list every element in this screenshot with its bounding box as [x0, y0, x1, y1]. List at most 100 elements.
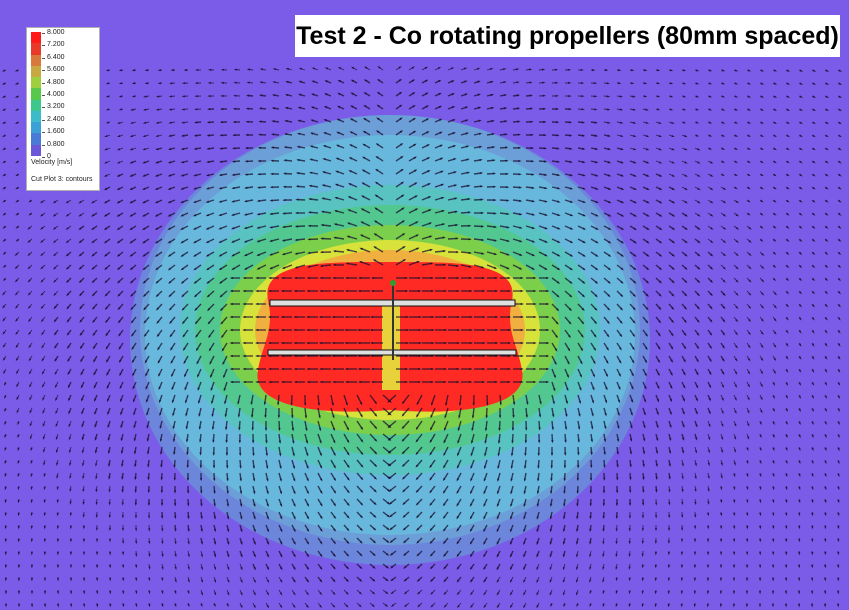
velocity-arrowhead: [544, 227, 549, 230]
velocity-arrowhead: [629, 451, 632, 455]
velocity-arrowhead: [444, 341, 448, 345]
velocity-arrowhead: [531, 186, 535, 189]
velocity-arrowhead: [542, 107, 547, 110]
velocity-arrowhead: [218, 213, 222, 216]
velocity-arrowhead: [504, 120, 508, 123]
velocity-arrowhead: [837, 278, 841, 282]
velocity-arrowhead: [694, 501, 697, 506]
velocity-arrowhead: [180, 227, 184, 230]
velocity-arrowhead: [373, 220, 378, 223]
velocity-arrowhead: [499, 402, 502, 406]
velocity-arrowhead: [837, 551, 840, 556]
velocity-arrowhead: [337, 79, 341, 83]
velocity-arrowhead: [785, 499, 788, 504]
velocity-arrowhead: [143, 95, 147, 98]
velocity-arrowhead: [695, 134, 700, 137]
velocity-arrowhead: [681, 450, 684, 454]
velocity-arrowhead: [495, 328, 499, 332]
velocity-arrowhead: [773, 82, 778, 85]
velocity-arrowhead: [361, 156, 366, 160]
velocity-arrowhead: [496, 528, 499, 533]
velocity-arrowhead: [643, 412, 646, 416]
velocity-arrowhead: [590, 465, 593, 469]
velocity-arrowhead: [824, 382, 828, 386]
velocity-arrowhead: [520, 276, 524, 280]
velocity-arrowhead: [506, 266, 510, 270]
velocity-arrowhead: [95, 463, 98, 467]
velocity-arrowhead: [292, 453, 295, 457]
velocity-arrowhead: [594, 280, 599, 284]
velocity-arrowhead: [824, 356, 828, 360]
velocity-arrowhead: [1, 121, 6, 124]
velocity-arrowhead: [237, 414, 241, 418]
velocity-arrowhead: [257, 146, 262, 149]
velocity-arrowhead: [270, 146, 274, 149]
velocity-arrowhead: [512, 402, 516, 406]
velocity-arrowhead: [374, 451, 378, 455]
velocity-arrowhead: [554, 348, 558, 352]
velocity-arrowhead: [279, 566, 283, 571]
velocity-arrowhead: [511, 453, 514, 457]
velocity-arrowhead: [68, 397, 71, 402]
velocity-arrowhead: [212, 452, 215, 456]
velocity-arrowhead: [253, 554, 256, 558]
velocity-arrowhead: [17, 486, 20, 491]
velocity-arrowhead: [556, 294, 560, 298]
velocity-arrowhead: [484, 440, 487, 445]
velocity-arrowhead: [838, 108, 842, 112]
velocity-arrowhead: [655, 463, 658, 468]
velocity-arrowhead: [506, 253, 511, 256]
velocity-arrowhead: [81, 411, 84, 415]
velocity-arrowhead: [280, 276, 285, 280]
velocity-arrowhead: [174, 541, 177, 545]
velocity-arrowhead: [120, 424, 123, 429]
velocity-arrowhead: [144, 346, 147, 351]
velocity-arrowhead: [456, 276, 460, 280]
velocity-arrowhead: [708, 384, 712, 389]
velocity-arrowhead: [80, 372, 83, 376]
velocity-arrowhead: [246, 68, 251, 71]
velocity-arrowhead: [243, 240, 248, 243]
velocity-arrowhead: [582, 227, 587, 230]
velocity-arrowhead: [608, 227, 612, 231]
velocity-arrowhead: [451, 80, 455, 83]
velocity-arrowhead: [40, 279, 44, 283]
velocity-arrowhead: [483, 554, 486, 558]
velocity-arrowhead: [510, 528, 513, 533]
velocity-arrowhead: [205, 213, 210, 217]
velocity-arrowhead: [429, 553, 433, 557]
velocity-arrowhead: [108, 539, 112, 543]
velocity-arrowhead: [735, 345, 738, 349]
velocity-arrowhead: [331, 328, 335, 332]
velocity-arrowhead: [2, 186, 6, 190]
velocity-arrowhead: [646, 280, 650, 284]
velocity-arrowhead: [256, 253, 260, 256]
velocity-arrowhead: [604, 426, 607, 430]
velocity-arrowhead: [30, 552, 33, 556]
velocity-arrowhead: [567, 68, 572, 71]
velocity-arrowhead: [811, 382, 815, 386]
velocity-arrowhead: [604, 413, 607, 417]
velocity-arrowhead: [530, 120, 534, 123]
velocity-arrowhead: [557, 200, 561, 203]
velocity-arrowhead: [682, 121, 687, 124]
velocity-arrowhead: [104, 306, 108, 310]
velocity-arrowhead: [28, 318, 31, 323]
velocity-arrowhead: [92, 346, 96, 350]
velocity-arrowhead: [130, 108, 134, 111]
velocity-arrowhead: [206, 160, 210, 163]
velocity-arrowhead: [659, 240, 663, 244]
velocity-arrowhead: [747, 212, 751, 216]
velocity-arrowhead: [668, 502, 671, 506]
velocity-arrowhead: [748, 266, 752, 270]
velocity-arrowhead: [671, 148, 675, 151]
velocity-arrowhead: [825, 121, 829, 125]
velocity-arrowhead: [811, 447, 814, 452]
velocity-arrowhead: [82, 463, 85, 467]
velocity-arrowhead: [198, 400, 201, 405]
velocity-arrowhead: [520, 367, 524, 371]
velocity-arrowhead: [54, 358, 58, 362]
velocity-arrowhead: [129, 161, 133, 164]
velocity-arrowhead: [604, 400, 607, 404]
velocity-arrowhead: [117, 306, 121, 311]
